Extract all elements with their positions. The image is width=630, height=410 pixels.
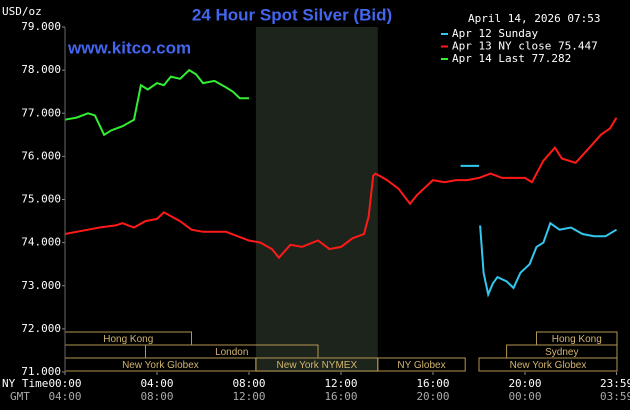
session-label: Hong Kong [552, 334, 602, 345]
session-label: NY Globex [397, 360, 445, 371]
series-line [64, 68, 249, 137]
x-tick-label: 04:00 [140, 377, 173, 390]
session-label: New York NYMEX [277, 360, 358, 371]
legend-label: Apr 13 NY close 75.447 [452, 40, 598, 53]
series-line [460, 164, 618, 298]
y-tick-label: 76.000 [21, 149, 61, 162]
x-tick-label: 20:00 [508, 377, 541, 390]
y-unit: USD/oz [2, 5, 42, 18]
session-label: New York Globex [122, 360, 199, 371]
x-row-label: NY Time [2, 377, 48, 390]
series-line [64, 117, 618, 260]
y-tick-label: 71.000 [21, 365, 61, 378]
chart-title: 24 Hour Spot Silver (Bid) [192, 5, 392, 24]
gmt-tick-label: 03:59 [600, 390, 630, 403]
legend-label: Apr 14 Last 77.282 [452, 52, 571, 65]
x-tick-label: 23:59 [600, 377, 630, 390]
x-tick-label: 08:00 [232, 377, 265, 390]
y-tick-label: 77.000 [21, 106, 61, 119]
session-label: Hong Kong [103, 334, 153, 345]
y-tick-label: 74.000 [21, 236, 61, 249]
site-label: www.kitco.com [67, 38, 191, 57]
gmt-tick-label: 12:00 [232, 390, 265, 403]
gmt-tick-label: 00:00 [508, 390, 541, 403]
gmt-tick-label: 16:00 [324, 390, 357, 403]
y-tick-label: 78.000 [21, 63, 61, 76]
gmt-tick-label: 08:00 [140, 390, 173, 403]
y-tick-label: 75.000 [21, 193, 61, 206]
session-box [377, 357, 466, 372]
legend-label: Apr 12 Sunday [452, 27, 538, 40]
x-tick-label: 12:00 [324, 377, 357, 390]
session-box [478, 357, 618, 372]
session-label: Sydney [545, 347, 578, 358]
y-tick-label: 73.000 [21, 279, 61, 292]
timestamp: April 14, 2026 07:53 [468, 12, 600, 25]
x-tick-label: 00:00 [48, 377, 81, 390]
x-row-label: GMT [10, 390, 30, 403]
session-label: London [215, 347, 248, 358]
shaded-period [255, 27, 378, 372]
x-tick-label: 16:00 [416, 377, 449, 390]
y-tick-label: 79.000 [21, 20, 61, 33]
session-label: New York Globex [510, 360, 587, 371]
gmt-tick-label: 04:00 [48, 390, 81, 403]
y-tick-label: 72.000 [21, 322, 61, 335]
gmt-tick-label: 20:00 [416, 390, 449, 403]
